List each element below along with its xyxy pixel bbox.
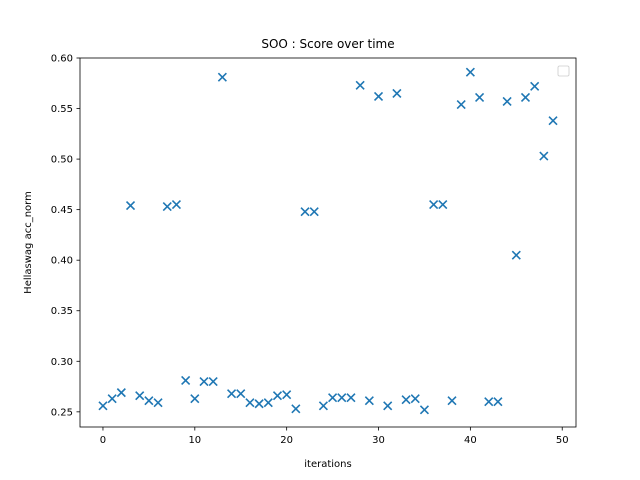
data-point [474, 92, 485, 102]
data-point [539, 151, 549, 161]
data-point [217, 72, 227, 82]
data-point [502, 96, 512, 107]
y-axis-label: Hellaswag acc_norm [23, 191, 34, 294]
data-point [309, 207, 319, 217]
data-point [208, 376, 218, 387]
data-point [181, 375, 191, 386]
data-point [447, 396, 457, 406]
y-tick-label: 0.30 [51, 357, 73, 368]
x-tick-label: 20 [280, 435, 293, 446]
x-tick-label: 40 [464, 435, 477, 446]
y-tick-label: 0.40 [51, 256, 73, 267]
x-tick-label: 50 [556, 435, 569, 446]
data-point [272, 391, 283, 401]
data-point [373, 91, 384, 101]
x-tick-label: 10 [188, 435, 201, 446]
data-point [419, 405, 430, 415]
data-point [199, 376, 209, 387]
y-axis-ticks: 0.25 0.30 0.35 0.40 0.45 0.50 0.55 0.60 [51, 54, 80, 418]
data-point [300, 207, 310, 217]
data-point [190, 394, 200, 404]
legend-box [557, 65, 570, 77]
data-point [511, 250, 521, 260]
y-tick-label: 0.50 [51, 155, 73, 166]
data-point [438, 200, 448, 210]
data-point [135, 391, 145, 401]
data-point [245, 398, 255, 408]
data-point [548, 116, 558, 126]
plot-area [79, 57, 577, 428]
data-point [346, 393, 356, 403]
y-tick-label: 0.55 [51, 104, 73, 115]
chart-title: SOO : Score over time [261, 37, 394, 51]
data-point [98, 401, 108, 411]
data-point [226, 389, 237, 399]
data-point [493, 397, 503, 407]
data-point [263, 398, 273, 408]
y-tick-label: 0.45 [51, 205, 73, 216]
x-tick-label: 0 [100, 435, 106, 446]
x-tick-label: 30 [372, 435, 385, 446]
x-axis-label: iterations [304, 459, 351, 470]
data-point [401, 395, 411, 405]
data-point [337, 393, 347, 403]
data-point [254, 399, 264, 409]
data-point [291, 404, 301, 414]
data-point [328, 393, 338, 403]
data-point [125, 201, 136, 211]
data-point [236, 389, 246, 399]
data-point [318, 401, 328, 411]
y-tick-label: 0.25 [51, 407, 73, 418]
data-point [484, 397, 494, 407]
data-point [465, 67, 475, 77]
data-point [530, 81, 540, 91]
data-point [144, 396, 154, 406]
x-axis-ticks: 0 10 20 30 40 50 [100, 427, 569, 446]
data-point [162, 202, 172, 212]
data-point [392, 88, 402, 98]
data-point [410, 394, 420, 404]
y-tick-label: 0.60 [51, 54, 73, 65]
data-points [98, 67, 558, 415]
y-tick-label: 0.35 [51, 306, 73, 317]
data-point [364, 396, 374, 406]
data-point [429, 200, 439, 210]
data-point [456, 99, 466, 110]
data-point [153, 398, 163, 408]
data-point [116, 388, 126, 398]
data-point [171, 200, 182, 210]
data-point [520, 92, 531, 102]
data-point [107, 394, 117, 404]
data-point [355, 80, 365, 90]
data-point [383, 401, 393, 411]
data-point [282, 390, 292, 400]
